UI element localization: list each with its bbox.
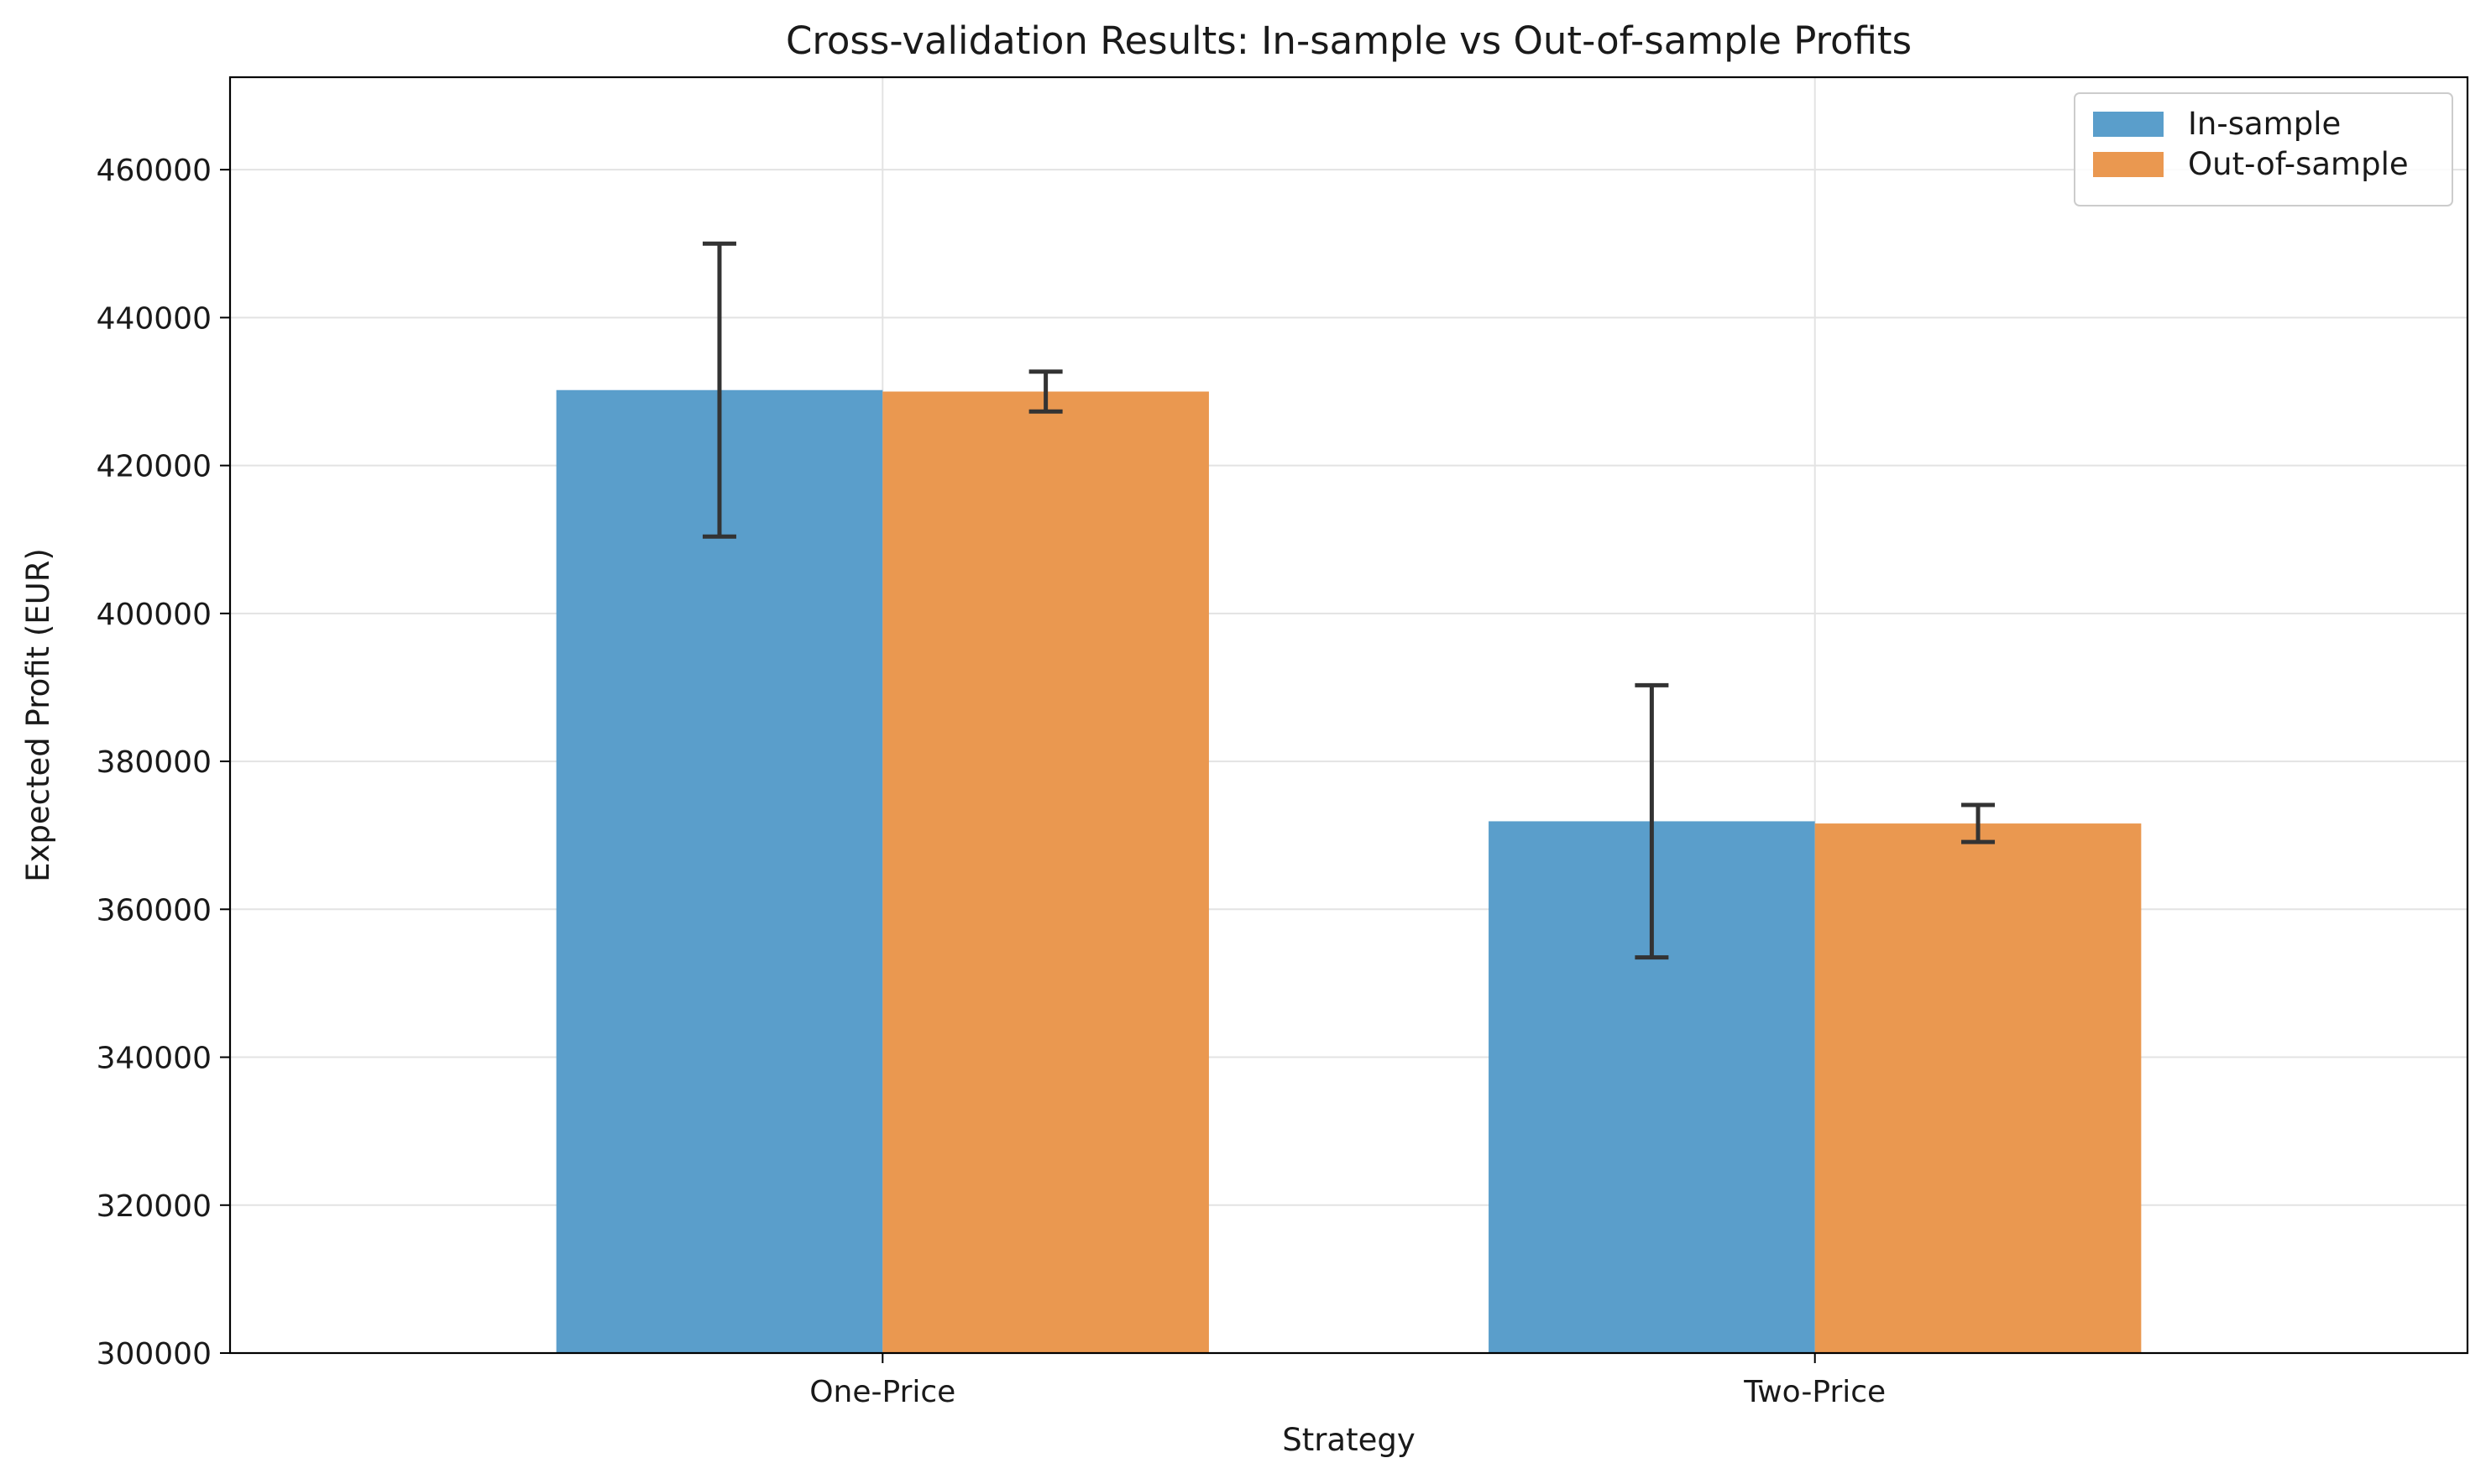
x-axis: One-Price Two-Price (809, 1353, 1886, 1409)
y-tick-label: 300000 (97, 1337, 212, 1372)
y-tick-label: 440000 (97, 301, 212, 336)
bar-out-of-sample (882, 391, 1209, 1353)
legend: In-sample Out-of-sample (2074, 92, 2453, 206)
x-tick-label: One-Price (809, 1375, 955, 1409)
y-tick-label: 400000 (97, 598, 212, 632)
bar-in-sample (556, 389, 883, 1353)
plot-area-frame (228, 76, 2469, 1355)
bar-out-of-sample (1814, 823, 2142, 1353)
y-tick-label: 460000 (97, 154, 212, 188)
y-tick-label: 320000 (97, 1189, 212, 1224)
error-bars (702, 241, 1996, 960)
x-tick-label: Two-Price (1743, 1375, 1886, 1409)
legend-frame (2074, 92, 2453, 206)
y-axis-label: Expected Profit (EUR) (20, 548, 56, 882)
y-tick-label: 340000 (97, 1042, 212, 1076)
legend-swatch-out-of-sample (2093, 152, 2164, 177)
y-tick-label: 420000 (97, 450, 212, 484)
x-axis-label: Strategy (1282, 1422, 1416, 1458)
legend-label-in-sample: In-sample (2188, 106, 2341, 142)
chart-title: Cross-validation Results: In-sample vs O… (786, 18, 1912, 63)
legend-swatch-in-sample (2093, 112, 2164, 137)
y-axis: 300000 320000 340000 360000 380000 400000 4200… (97, 154, 230, 1372)
y-tick-label: 380000 (97, 745, 212, 780)
legend-label-out-of-sample: Out-of-sample (2188, 146, 2409, 182)
y-tick-label: 360000 (97, 893, 212, 928)
